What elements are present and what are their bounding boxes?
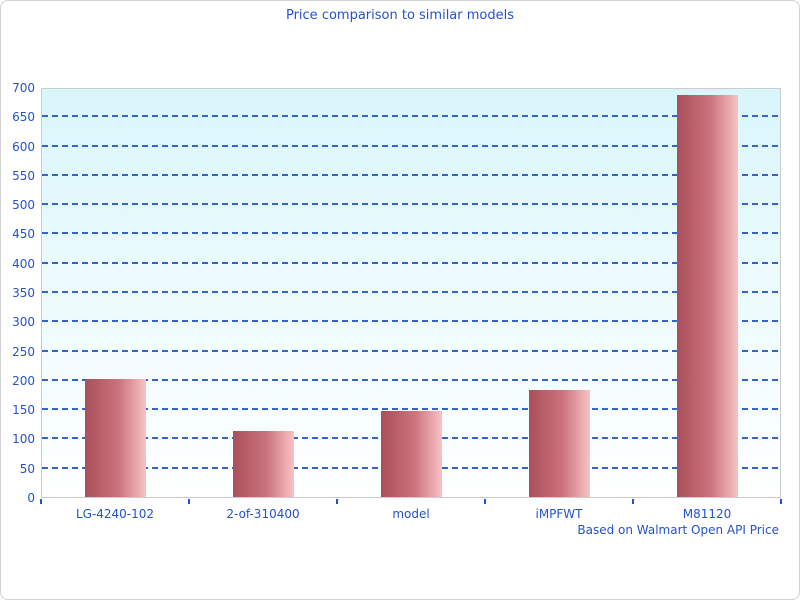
y-axis-tick-label: 250 [12, 344, 35, 359]
gridline [42, 144, 780, 147]
x-axis-tick [780, 499, 782, 504]
y-axis-tick-label: 200 [12, 373, 35, 388]
x-axis-category-label: iMPFWT [535, 507, 583, 521]
y-axis-tick-label: 700 [12, 81, 35, 95]
chart-title: Price comparison to similar models [285, 8, 515, 23]
gridline [42, 408, 780, 411]
x-axis-category-label: M81120 [682, 507, 732, 521]
bar [84, 378, 146, 497]
x-axis-category-label: model [392, 507, 430, 521]
y-axis: 0 50 100 150 200 250 300 350 400 450 500 550 600 650 7… [1, 81, 35, 505]
gridline [42, 291, 780, 293]
x-axis: LG-4240-102 2-of-310400 model iMPFWT M81120 [1, 499, 799, 539]
bar [232, 431, 294, 497]
axis-note: Based on Walmart Open API Price [577, 523, 779, 537]
x-axis-tick [40, 499, 42, 504]
gridline [42, 115, 780, 118]
y-axis-tick-label: 650 [12, 110, 35, 125]
y-axis-tick-label: 100 [12, 432, 35, 447]
gridline [42, 320, 780, 323]
x-axis-tick [484, 499, 486, 504]
y-axis-tick-label: 550 [12, 168, 35, 183]
y-axis-tick-label: 450 [12, 227, 35, 242]
x-axis-category-label: LG-4240-102 [75, 507, 155, 521]
bar [676, 94, 738, 497]
plot-area [41, 88, 781, 498]
y-axis-tick-label: 150 [12, 403, 35, 418]
y-axis-tick-label: 500 [12, 198, 35, 213]
y-axis-tick-label: 0 [27, 491, 35, 505]
gridline [42, 232, 780, 235]
x-axis-tick [188, 499, 190, 504]
gridline [42, 173, 780, 176]
gridline [42, 203, 780, 206]
y-axis-tick-label: 400 [12, 256, 35, 271]
y-axis-tick-label: 600 [12, 139, 35, 154]
gridline [42, 378, 780, 381]
x-axis-category-label: 2-of-310400 [226, 507, 300, 521]
x-axis-tick [336, 499, 338, 504]
y-axis-tick-label: 50 [19, 461, 35, 476]
bar [380, 410, 442, 497]
gridline [42, 349, 780, 352]
y-axis-tick-label: 350 [12, 286, 35, 300]
bar [528, 390, 590, 497]
x-axis-tick [632, 499, 634, 504]
gridline [42, 261, 780, 264]
y-axis-tick-label: 300 [12, 315, 35, 330]
